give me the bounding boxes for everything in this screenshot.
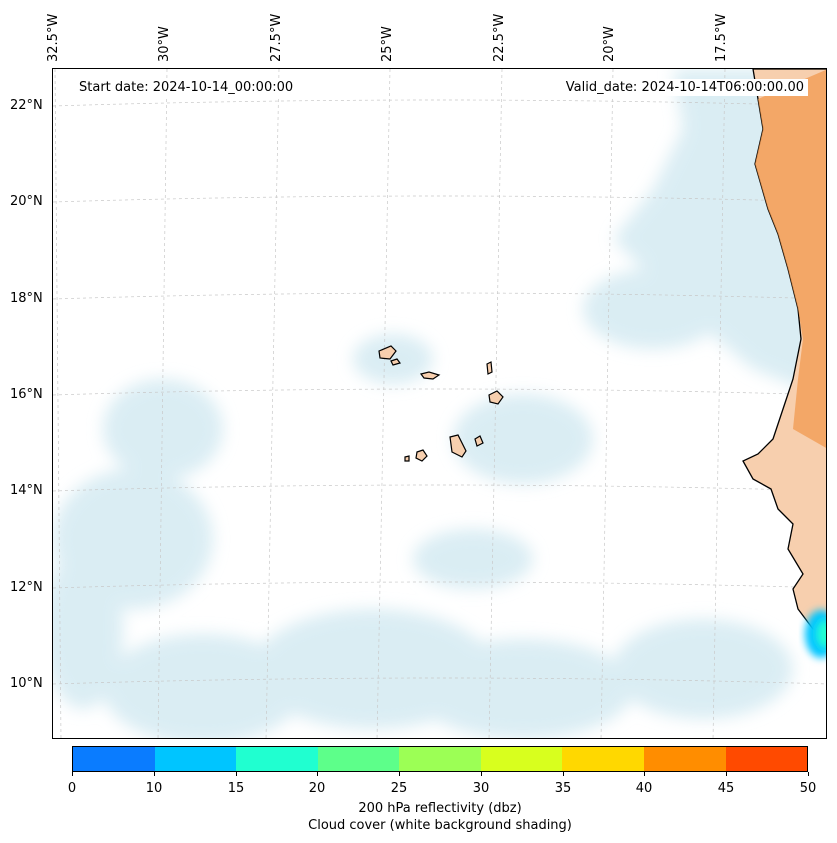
parallel-22n — [53, 99, 826, 107]
colorbar-tick-3: 20 — [308, 781, 326, 796]
lon-label-27-5w: 27.5°W — [269, 13, 284, 62]
lon-label-20w: 20°W — [602, 26, 617, 62]
meridian-20w — [600, 69, 614, 738]
colorbar-tickmark-7 — [644, 772, 645, 776]
meridian-30w — [157, 69, 168, 738]
colorbar-segment-6 — [562, 747, 644, 771]
meridian-25w — [376, 69, 391, 738]
cloud-patch-center — [353, 334, 433, 384]
lon-label-25w: 25°W — [380, 26, 395, 62]
colorbar-tick-1: 10 — [145, 781, 163, 796]
lat-label-18n: 18°N — [10, 291, 43, 306]
meridian-17-5w — [712, 69, 726, 738]
colorbar-tick-2: 15 — [227, 781, 245, 796]
graticule — [53, 69, 826, 738]
island-maio — [474, 435, 484, 447]
meridian-22-5w — [488, 69, 503, 738]
cloud-patch-mid — [583, 269, 723, 349]
parallel-20n — [53, 195, 826, 203]
cloud-patch-south-4 — [613, 619, 793, 719]
island-sao-nicolau — [419, 371, 441, 380]
reflectivity-cell-outer — [805, 610, 826, 658]
colorbar-label-reflectivity: 200 hPa reflectivity (dbz) — [358, 801, 522, 816]
colorbar-segment-4 — [399, 747, 481, 771]
cloud-patch-south-2 — [413, 639, 633, 738]
valid-date-label: Valid_date: 2024-10-14T06:00:00.00 — [561, 79, 808, 96]
colorbar-tick-4: 25 — [390, 781, 408, 796]
cloud-patch-south-3 — [103, 634, 303, 738]
parallel-14n — [53, 484, 826, 492]
colorbar — [72, 746, 808, 772]
parallel-18n — [53, 292, 826, 300]
colorbar-label-cloud-cover: Cloud cover (white background shading) — [308, 818, 572, 833]
island-sao-vicente — [390, 358, 402, 366]
parallel-10n — [53, 677, 826, 685]
colorbar-tickmark-4 — [399, 772, 400, 776]
lat-label-14n: 14°N — [10, 483, 43, 498]
colorbar-tickmark-3 — [317, 772, 318, 776]
lon-label-22-5w: 22.5°W — [492, 13, 507, 62]
mainland-coast-band — [755, 69, 826, 448]
colorbar-tick-9: 50 — [799, 781, 817, 796]
colorbar-tick-0: 0 — [67, 781, 77, 796]
island-boa-vista — [488, 390, 504, 405]
colorbar-segment-3 — [317, 747, 400, 771]
colorbar-segment-1 — [154, 747, 237, 771]
reflectivity-cell-inner — [817, 620, 826, 648]
island-sal — [486, 361, 493, 375]
colorbar-tick-6: 35 — [554, 781, 572, 796]
colorbar-tickmark-0 — [72, 772, 73, 776]
map-panel[interactable]: Start date: 2024-10-14_00:00:00 Valid_da… — [52, 68, 827, 739]
cape-verde-islands — [378, 345, 504, 462]
meridian-32-5w — [54, 69, 62, 738]
colorbar-segment-0 — [73, 747, 155, 771]
cloud-cover-layer — [53, 69, 826, 738]
start-date-label: Start date: 2024-10-14_00:00:00 — [75, 79, 298, 96]
lat-label-22n: 22°N — [10, 98, 43, 113]
island-santo-antao — [378, 345, 397, 360]
parallel-16n — [53, 388, 826, 396]
colorbar-segment-5 — [480, 747, 563, 771]
cloud-patch-sw — [53, 549, 123, 709]
parallel-12n — [53, 581, 826, 589]
colorbar-tickmark-1 — [154, 772, 155, 776]
lat-label-20n: 20°N — [10, 194, 43, 209]
colorbar-segment-8 — [725, 747, 808, 771]
meridian-27-5w — [265, 69, 280, 738]
colorbar-tick-7: 40 — [635, 781, 653, 796]
island-fogo — [415, 449, 428, 462]
cloud-patch-islands — [453, 394, 593, 484]
lon-label-17-5w: 17.5°W — [714, 13, 729, 62]
island-brava — [404, 455, 410, 462]
colorbar-tick-5: 30 — [472, 781, 490, 796]
lat-label-12n: 12°N — [10, 580, 43, 595]
colorbar-tick-8: 45 — [717, 781, 735, 796]
colorbar-tickmark-2 — [236, 772, 237, 776]
cloud-patch-mid-south — [413, 529, 533, 589]
lat-label-10n: 10°N — [10, 676, 43, 691]
colorbar-tickmark-6 — [563, 772, 564, 776]
colorbar-tickmark-5 — [481, 772, 482, 776]
colorbar-segment-7 — [643, 747, 726, 771]
colorbar-tickmark-9 — [808, 772, 809, 776]
lon-label-32-5w: 32.5°W — [46, 13, 61, 62]
reflectivity-cell — [805, 610, 826, 658]
colorbar-segment-2 — [236, 747, 318, 771]
colorbar-tickmark-8 — [726, 772, 727, 776]
cloud-patch-west-2 — [103, 379, 223, 479]
lon-label-30w: 30°W — [157, 26, 172, 62]
lat-label-16n: 16°N — [10, 387, 43, 402]
map-canvas — [53, 69, 826, 738]
island-santiago — [449, 434, 467, 458]
